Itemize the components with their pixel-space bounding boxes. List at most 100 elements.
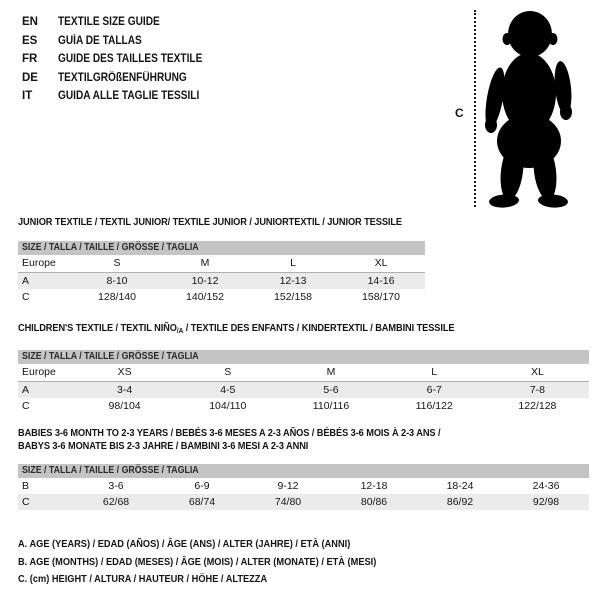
language-label: GUIDA ALLE TAGLIE TESSILI — [58, 90, 200, 102]
column-header-cell: Europe — [22, 365, 56, 378]
size-cell: 10-12 — [191, 274, 219, 287]
size-cell: 12-18 — [360, 480, 388, 492]
language-label: TEXTILGRÖßENFÜHRUNG — [58, 71, 187, 84]
row-label-cell: C — [22, 399, 30, 412]
language-row-fr: FR GUIDE DES TAILLES TEXTILE — [22, 50, 222, 69]
table-title: BABYS 3-6 MONATE BIS 2-3 JAHRE / BAMBINI… — [18, 440, 589, 453]
legend-line-age-months: B. AGE (MONTHS) / EDAD (MESES) / ÂGE (MO… — [18, 554, 425, 572]
size-header-bar: SIZE / TALLA / TAILLE / GRÖSSE / TAGLIA — [18, 240, 425, 255]
children-table: CHILDREN'S TEXTILE / TEXTIL NIÑO/A / TEX… — [18, 322, 589, 414]
language-row-es: ES GUÍA DE TALLAS — [22, 32, 222, 51]
size-cell: 128/140 — [98, 290, 136, 303]
height-label: C — [455, 106, 464, 120]
language-row-en: EN TEXTILE SIZE GUIDE — [22, 13, 222, 32]
language-code: IT — [22, 90, 33, 102]
junior-table: JUNIOR TEXTILE / TEXTIL JUNIOR/ TEXTILE … — [18, 216, 425, 305]
size-cell: 18-24 — [446, 480, 474, 492]
size-cell: 5-6 — [323, 383, 339, 396]
language-row-de: DE TEXTILGRÖßENFÜHRUNG — [22, 69, 222, 88]
row-label-cell: A — [22, 274, 30, 287]
size-cell: 62/68 — [102, 496, 130, 508]
table-title-text: JUNIOR TEXTILE / TEXTIL JUNIOR/ TEXTILE … — [18, 216, 403, 228]
size-cell: 7-8 — [529, 383, 545, 396]
size-cell: 24-36 — [532, 480, 560, 492]
size-cell: 14-16 — [367, 274, 395, 287]
language-label: GUÍA DE TALLAS — [58, 34, 142, 47]
size-cell: 12-13 — [279, 274, 307, 287]
size-cell: 6-7 — [426, 383, 442, 396]
legend: A. AGE (YEARS) / EDAD (AÑOS) / ÂGE (ANS)… — [18, 536, 425, 589]
legend-text: A. AGE (YEARS) / EDAD (AÑOS) / ÂGE (ANS)… — [18, 538, 351, 550]
size-cell: 4-5 — [220, 383, 236, 396]
column-header-row: Europe S M L XL — [18, 255, 425, 273]
size-cell: 8-10 — [106, 274, 128, 287]
column-header-cell: L — [290, 256, 296, 269]
baby-silhouette-icon — [485, 11, 572, 208]
column-header-cell: M — [326, 365, 336, 378]
size-header-text: SIZE / TALLA / TAILLE / GRÖSSE / TAGLIA — [22, 465, 199, 476]
column-header-cell: S — [113, 256, 121, 269]
legend-line-height: C. (cm) HEIGHT / ALTURA / HAUTEUR / HÖHE… — [18, 571, 425, 589]
language-code: DE — [22, 71, 38, 84]
height-dotted-line — [474, 10, 476, 207]
column-header-cell: XS — [117, 365, 132, 378]
table-row-height: C 62/68 68/74 74/80 80/86 86/92 92/98 — [18, 494, 589, 510]
size-header-bar: SIZE / TALLA / TAILLE / GRÖSSE / TAGLIA — [18, 464, 589, 478]
language-label: TEXTILE SIZE GUIDE — [58, 16, 160, 28]
table-title-line1: BABIES 3-6 MONTH TO 2-3 YEARS / BEBÉS 3-… — [18, 427, 441, 439]
legend-line-age-years: A. AGE (YEARS) / EDAD (AÑOS) / ÂGE (ANS)… — [18, 536, 425, 554]
table-row-age: A 8-10 10-12 12-13 14-16 — [18, 272, 425, 289]
language-code: EN — [22, 16, 38, 28]
table-row-height: C 128/140 140/152 152/158 158/170 — [18, 289, 425, 305]
size-cell: 92/98 — [532, 496, 560, 508]
row-label-cell: C — [22, 496, 30, 508]
table-title-text: CHILDREN'S TEXTILE / TEXTIL NIÑO/A / TEX… — [18, 322, 455, 338]
column-header-cell: S — [224, 365, 232, 378]
size-cell: 68/74 — [188, 496, 216, 508]
column-header-cell: L — [431, 365, 438, 378]
column-header-cell: M — [200, 256, 210, 269]
size-cell: 104/110 — [209, 399, 247, 412]
size-header-text: SIZE / TALLA / TAILLE / GRÖSSE / TAGLIA — [22, 241, 199, 253]
column-header-cell: XL — [374, 256, 388, 269]
size-cell: 3-6 — [108, 480, 124, 492]
row-label-cell: B — [22, 480, 30, 492]
size-cell: 158/170 — [362, 290, 400, 303]
legend-text: B. AGE (MONTHS) / EDAD (MESES) / ÂGE (MO… — [18, 555, 377, 568]
size-header-bar: SIZE / TALLA / TAILLE / GRÖSSE / TAGLIA — [18, 349, 589, 364]
size-cell: 9-12 — [277, 480, 299, 492]
legend-text: C. (cm) HEIGHT / ALTURA / HAUTEUR / HÖHE… — [18, 573, 268, 585]
column-header-cell: Europe — [22, 256, 56, 269]
column-header-row: Europe XS S M L XL — [18, 364, 589, 382]
table-title-line2: BABYS 3-6 MONATE BIS 2-3 JAHRE / BAMBINI… — [18, 439, 309, 452]
title-part: CHILDREN'S TEXTILE / TEXTIL NIÑO — [18, 322, 177, 334]
size-cell: 152/158 — [274, 290, 312, 303]
language-list: EN TEXTILE SIZE GUIDE ES GUÍA DE TALLAS … — [22, 13, 222, 106]
size-header-text: SIZE / TALLA / TAILLE / GRÖSSE / TAGLIA — [22, 350, 199, 362]
size-cell: 74/80 — [274, 496, 302, 508]
size-cell: 98/104 — [108, 399, 141, 412]
table-row-age: A 3-4 4-5 5-6 6-7 7-8 — [18, 381, 589, 398]
title-part: / TEXTILE DES ENFANTS / KINDERTEXTIL / B… — [183, 322, 455, 334]
babies-table: BABIES 3-6 MONTH TO 2-3 YEARS / BEBÉS 3-… — [18, 427, 589, 510]
table-row-height: C 98/104 104/110 110/116 116/122 122/128 — [18, 398, 589, 414]
table-row-months: B 3-6 6-9 9-12 12-18 18-24 24-36 — [18, 478, 589, 494]
table-title: JUNIOR TEXTILE / TEXTIL JUNIOR/ TEXTILE … — [18, 216, 425, 229]
table-title: CHILDREN'S TEXTILE / TEXTIL NIÑO/A / TEX… — [18, 322, 589, 338]
table-title: BABIES 3-6 MONTH TO 2-3 YEARS / BEBÉS 3-… — [18, 427, 589, 440]
size-cell: 3-4 — [117, 383, 133, 396]
language-row-it: IT GUIDA ALLE TAGLIE TESSILI — [22, 87, 222, 106]
language-code: ES — [22, 34, 38, 47]
size-cell: 140/152 — [186, 290, 224, 303]
size-cell: 122/128 — [518, 399, 557, 412]
size-cell: 116/122 — [415, 399, 453, 412]
size-cell: 86/92 — [446, 496, 474, 508]
language-label: GUIDE DES TAILLES TEXTILE — [58, 53, 203, 65]
row-label-cell: A — [22, 383, 30, 396]
size-cell: 80/86 — [360, 496, 388, 508]
row-label-cell: C — [22, 290, 30, 303]
size-cell: 110/116 — [312, 399, 350, 412]
title-subscript: /A — [176, 326, 184, 335]
size-cell: 6-9 — [194, 480, 210, 492]
